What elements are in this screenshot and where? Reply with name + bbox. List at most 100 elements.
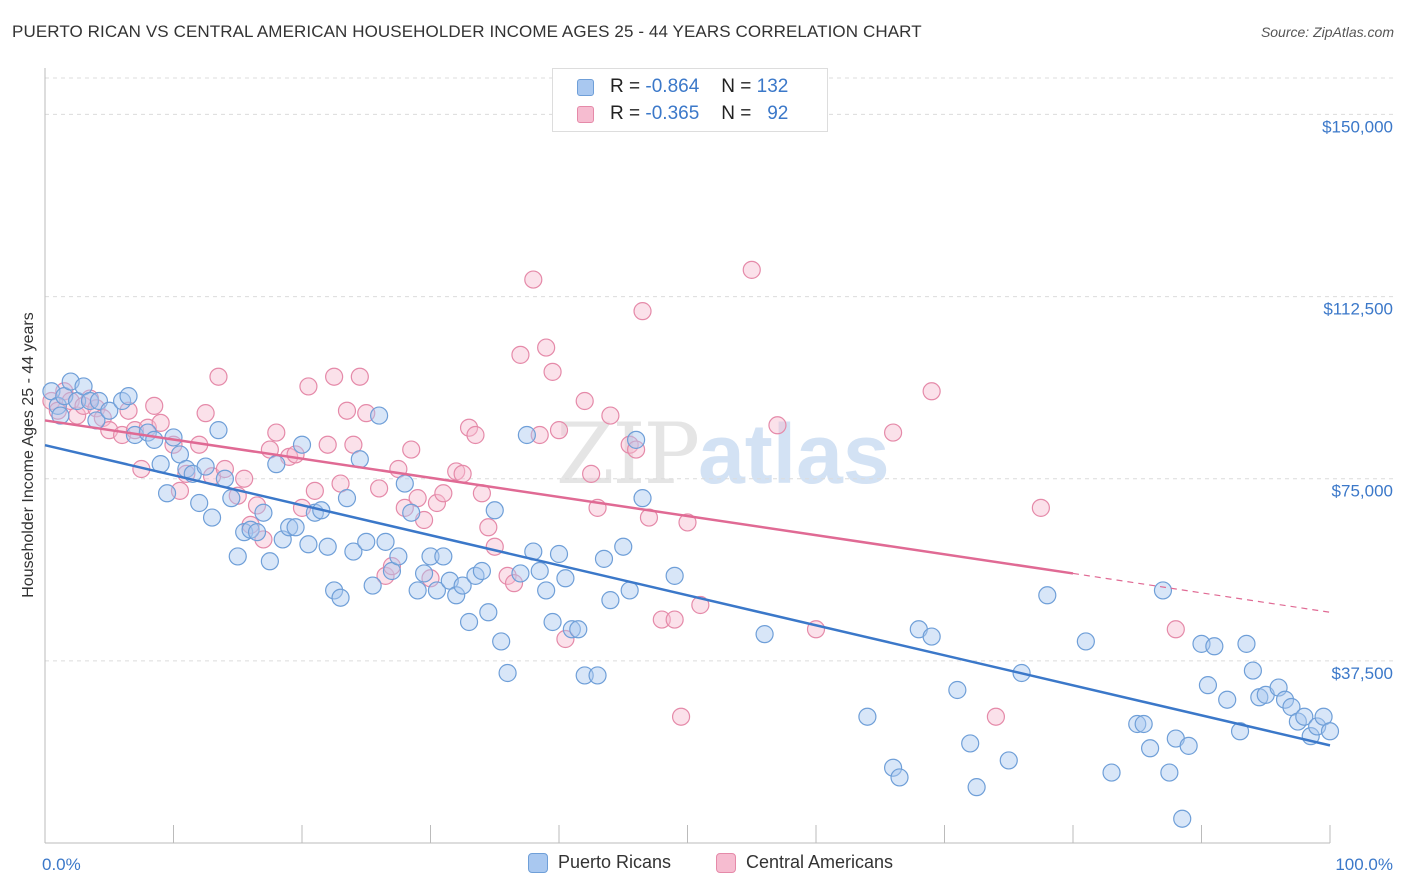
puerto-ricans-point (389, 547, 408, 566)
y-tick-label: $112,500 (1323, 300, 1393, 319)
central-americans-point (427, 493, 447, 513)
legend-n-label: N = (721, 103, 752, 124)
puerto-ricans-point (280, 518, 299, 537)
central-americans-point (453, 464, 472, 483)
legend: R = -0.864 N = 132 R = -0.365 N = 92 (552, 68, 828, 132)
puerto-ricans-point (665, 566, 684, 585)
central-americans-point (382, 557, 402, 576)
central-americans-point (247, 496, 267, 515)
bottom-legend: Puerto Ricans Central Americans (0, 852, 1406, 878)
puerto-ricans-point (948, 680, 967, 700)
puerto-ricans-point (492, 632, 511, 651)
grid-lines (45, 77, 1395, 662)
central-americans-point (678, 513, 697, 532)
legend-swatch-blue (577, 78, 594, 96)
central-americans-point (582, 464, 601, 483)
puerto-ricans-point (556, 569, 575, 588)
central-americans-point (922, 382, 941, 401)
puerto-ricans-point (1237, 634, 1256, 653)
central-americans-point (350, 367, 369, 386)
puerto-ricans-point (427, 581, 447, 600)
central-americans-point (254, 530, 273, 549)
central-americans-point (119, 401, 138, 420)
central-americans-point (575, 391, 594, 411)
central-americans-point (742, 260, 761, 279)
puerto-ricans-point (517, 425, 536, 445)
puerto-ricans-point (498, 663, 517, 683)
central-americans-point (209, 367, 228, 386)
legend-n-value: 92 (767, 103, 789, 124)
central-americans-trend-line (44, 419, 1074, 575)
y-tick-label: $37,500 (1332, 664, 1393, 683)
bottom-legend-label: Central Americans (746, 852, 894, 872)
central-americans-point (151, 413, 170, 432)
puerto-ricans-point (479, 603, 498, 622)
central-americans-point (601, 406, 620, 425)
x-tick-label: 0.0% (42, 855, 81, 874)
puerto-ricans-point (1128, 714, 1147, 734)
puerto-ricans-point (157, 484, 177, 503)
central-americans-point (459, 418, 479, 437)
puerto-ricans-point (119, 387, 138, 406)
puerto-ricans-point (228, 547, 247, 566)
central-americans-point (671, 707, 691, 726)
central-americans-point (215, 459, 234, 479)
puerto-ricans-point (472, 561, 491, 581)
puerto-ricans-point (1230, 722, 1250, 741)
central-americans-point (299, 377, 318, 396)
central-americans-point (145, 396, 164, 415)
puerto-ricans-point (254, 503, 273, 522)
puerto-ricans-point (402, 503, 421, 522)
puerto-ricans-point (408, 581, 427, 600)
legend-r-label: R = (610, 76, 641, 97)
puerto-ricans-point (530, 561, 549, 581)
puerto-ricans-point (883, 758, 903, 777)
axes (44, 68, 1331, 844)
central-americans-point (466, 425, 485, 445)
puerto-ricans-point (190, 493, 209, 513)
puerto-ricans-point (626, 430, 646, 449)
central-americans-point (1031, 498, 1050, 517)
puerto-ricans-point (967, 778, 986, 797)
puerto-ricans-point (299, 535, 318, 554)
puerto-ricans-point (145, 430, 164, 449)
puerto-ricans-point (370, 406, 389, 425)
puerto-ricans-point (202, 508, 222, 527)
puerto-ricans-point (1173, 809, 1192, 828)
puerto-ricans-point (376, 532, 395, 551)
puerto-ricans-point (344, 542, 363, 561)
central-americans-point (652, 610, 671, 629)
central-americans-point (549, 421, 569, 440)
bottom-legend-central-americans: Central Americans (716, 852, 893, 873)
puerto-ricans-point (357, 532, 376, 551)
bottom-legend-label: Puerto Ricans (558, 852, 672, 872)
puerto-ricans-point (100, 401, 119, 420)
central-americans-point (883, 423, 903, 442)
legend-swatch-pink (577, 105, 594, 123)
legend-n-label: N = (721, 76, 752, 97)
bottom-legend-swatch-blue (528, 852, 548, 873)
puerto-ricans-point (196, 457, 215, 476)
puerto-ricans-point (421, 547, 440, 566)
central-americans-trend-extension (1072, 572, 1331, 613)
central-americans-point (511, 345, 530, 364)
legend-r-value: -0.864 (645, 76, 700, 97)
puerto-ricans-point (961, 734, 980, 753)
y-tick-label: $150,000 (1322, 117, 1393, 136)
chart-title: PUERTO RICAN VS CENTRAL AMERICAN HOUSEHO… (12, 22, 922, 41)
puerto-ricans-point (588, 666, 607, 685)
puerto-ricans-point (1076, 632, 1095, 651)
puerto-ricans-point (569, 620, 588, 639)
central-americans-point (318, 435, 337, 454)
central-americans-point (479, 518, 498, 537)
puerto-ricans-point (434, 547, 453, 566)
central-americans-point (267, 423, 286, 442)
legend-n-value: 132 (756, 76, 789, 97)
puerto-ricans-point (318, 537, 337, 556)
central-americans-points (42, 260, 1185, 726)
central-americans-point (402, 440, 421, 459)
puerto-ricans-point (549, 544, 569, 564)
central-americans-point (556, 629, 575, 649)
central-americans-point (370, 479, 389, 498)
